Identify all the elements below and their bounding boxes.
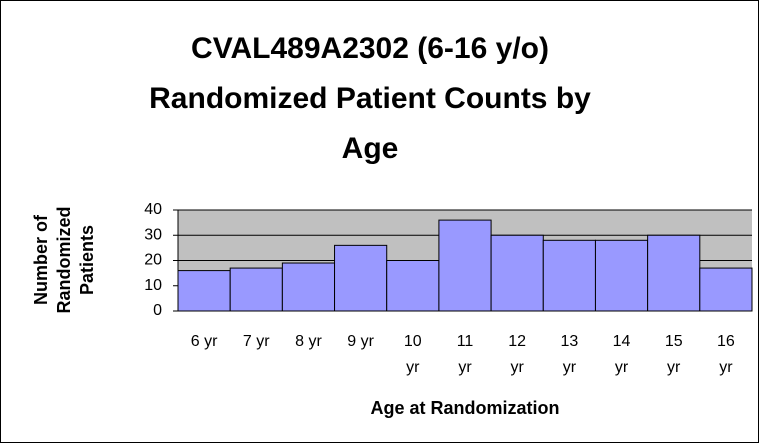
x-tick-label: 15 yr [664,333,683,376]
bar [438,219,492,312]
bar [542,239,596,312]
x-tick-label: 16 yr [717,333,735,376]
y-tick-label: 30 [144,226,162,243]
x-tick-box: 16 yr [717,333,735,376]
x-tick-box: 15 yr [664,333,683,376]
x-tick-box: 14 yr [612,333,631,376]
x-tick-label: 7 yr [242,333,270,350]
x-tick-label: 14 yr [612,333,631,376]
y-title-box: Number of Randomized Patients [31,206,97,314]
x-tick-box: 6 yr [190,333,218,350]
x-tick-label: 6 yr [190,333,218,350]
x-tick-label: 8 yr [295,333,322,350]
x-tick-box: 7 yr [242,333,270,350]
x-tick-label: 10 yr [403,333,422,376]
x-tick-box: 13 yr [560,333,579,376]
x-tick-box: 9 yr [347,333,374,350]
x-tick-label: 9 yr [347,333,374,350]
bar [594,239,649,312]
x-tick-box: 12 yr [508,333,527,376]
y-tick-label: 40 [144,201,162,218]
y-tick-label: 10 [144,277,162,294]
x-tick-label: 11 yr [456,333,474,376]
y-tick-label: 20 [144,252,162,269]
x-tick-box: 11 yr [456,333,474,376]
x-tick-box: 8 yr [295,333,322,350]
title-box: CVAL489A2302 (6-16 y/o) Randomized Patie… [149,32,591,165]
bar [647,234,701,312]
bar [490,234,544,312]
x-tick-label: 12 yr [508,333,527,376]
x-axis-title: Age at Randomization [370,398,559,418]
y-tick-label: 0 [153,302,162,319]
bar [334,244,388,312]
bar [281,262,336,312]
x-tick-label: 13 yr [560,333,579,376]
x-tick-box: 10 yr [403,333,422,376]
bar [177,270,231,312]
y-axis-title: Number of Randomized Patients [31,206,97,314]
bar [229,267,283,312]
bar [386,260,440,312]
bar [699,267,753,312]
chart-title: CVAL489A2302 (6-16 y/o) Randomized Patie… [149,32,591,165]
